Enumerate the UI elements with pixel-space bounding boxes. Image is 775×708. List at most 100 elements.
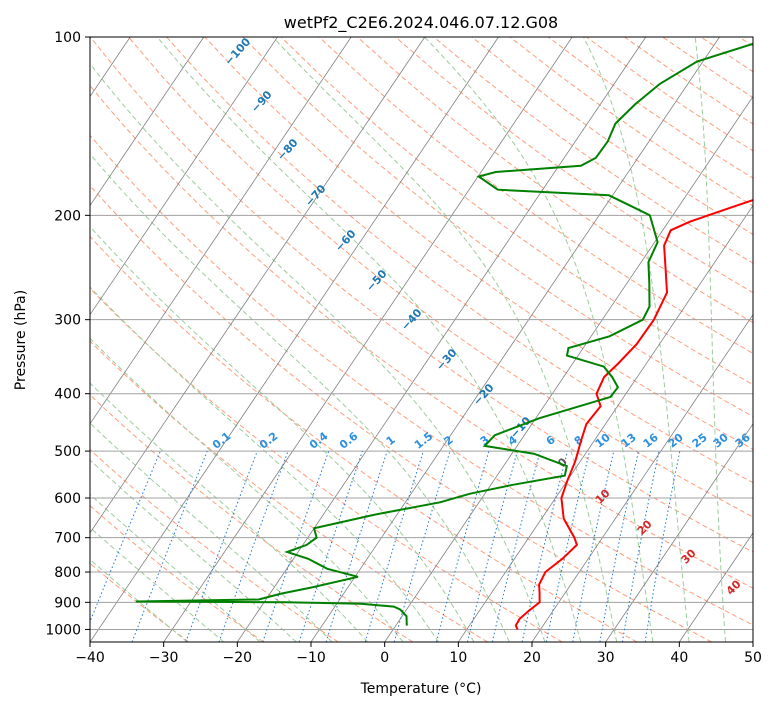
mixing-ratio-label: 10 xyxy=(593,431,613,451)
dry-adiabat-line xyxy=(90,287,563,642)
isotherm-line xyxy=(90,37,499,642)
dry-adiabat-label: −70 xyxy=(303,182,329,209)
dry-adiabat-line xyxy=(738,37,753,47)
moist-adiabat-line xyxy=(90,153,510,642)
dry-adiabat-line xyxy=(90,505,264,642)
isotherm-line xyxy=(752,641,753,642)
y-axis-label: Pressure (hPa) xyxy=(13,290,29,390)
mixing-ratio-line xyxy=(521,450,568,642)
dry-adiabat-label: −90 xyxy=(249,88,275,115)
isotherm-line xyxy=(90,37,426,534)
dry-adiabat-line xyxy=(90,562,190,642)
moist-adiabat-line xyxy=(90,422,333,642)
isotherm-line xyxy=(678,532,753,642)
dry-adiabat-line xyxy=(166,37,753,484)
moist-adiabat-line xyxy=(90,493,261,642)
dry-adiabat-line xyxy=(662,37,753,99)
dry-adiabat-label: −50 xyxy=(364,267,390,294)
dewpoint-profile-line xyxy=(135,42,753,626)
moist-adiabat-line xyxy=(90,337,404,642)
y-tick-label: 800 xyxy=(54,565,81,581)
dry-adiabat-label: −80 xyxy=(275,136,301,163)
y-tick-label: 1000 xyxy=(45,622,81,638)
mixing-ratio-label: 6 xyxy=(544,433,558,448)
mixing-ratio-line xyxy=(393,450,451,642)
mixing-ratio-line xyxy=(325,450,388,642)
chart-title: wetPf2_C2E6.2024.046.07.12.G08 xyxy=(284,13,558,33)
mixing-ratio-label: 25 xyxy=(690,431,710,451)
moist-adiabat-line xyxy=(90,286,439,642)
dry-adiabat-line xyxy=(204,37,753,450)
moist-adiabat-line xyxy=(424,37,654,642)
y-tick-label: 100 xyxy=(54,30,81,46)
mixing-ratio-line xyxy=(599,450,639,642)
moist-adiabat-line xyxy=(90,226,475,642)
moist-adiabat-line xyxy=(694,37,727,642)
dry-adiabat-line xyxy=(90,184,712,642)
moist-adiabat-line xyxy=(272,37,618,642)
y-tick-label: 700 xyxy=(54,531,81,547)
x-tick-label: 20 xyxy=(523,650,541,666)
isotherm-line xyxy=(90,37,205,207)
x-tick-label: −10 xyxy=(296,650,326,666)
y-tick-label: 500 xyxy=(54,444,81,460)
mixing-ratio-label: 30 xyxy=(711,431,731,451)
x-tick-label: 40 xyxy=(670,650,688,666)
dry-adiabat-line xyxy=(395,37,753,294)
y-tick-label: 400 xyxy=(54,387,81,403)
mixing-ratio-line xyxy=(218,450,289,642)
mixing-ratio-line xyxy=(572,450,615,642)
plot-area: 0.1 0.2 0.4 0.6 1 1.5 2 3 4 6 8 10 13 16 20 25 30 36−100−… xyxy=(90,37,753,642)
x-tick-label: −30 xyxy=(149,650,179,666)
moist-adiabat-line xyxy=(90,526,225,642)
mixing-ratio-line xyxy=(545,450,591,642)
plot-frame xyxy=(89,36,754,643)
isotherm-line xyxy=(90,37,278,316)
dry-adiabat-line xyxy=(128,37,753,518)
dry-adiabat-line xyxy=(90,340,488,642)
moist-adiabat-label: 30 xyxy=(679,546,699,566)
isotherm-line xyxy=(457,204,753,642)
dry-adiabat-line xyxy=(700,37,753,73)
moist-adiabat-label: 20 xyxy=(635,517,655,537)
isotherm-line xyxy=(310,37,720,642)
mixing-ratio-label: 36 xyxy=(733,431,753,451)
mixing-ratio-label: 0.1 xyxy=(210,429,233,451)
moist-adiabat-label: 10 xyxy=(593,486,613,506)
mixing-ratio-line xyxy=(467,450,518,642)
temperature-profile-line xyxy=(514,199,753,630)
x-tick-label: 0 xyxy=(380,650,389,666)
y-tick-label: 300 xyxy=(54,313,81,329)
y-axis: 100 200 300 400 500 600 700 800 900 1000 xyxy=(45,30,90,638)
dry-adiabat-label: −30 xyxy=(434,346,460,373)
mixing-ratio-line xyxy=(185,450,258,642)
mixing-ratio-line xyxy=(262,450,330,642)
mixing-ratio-line xyxy=(131,450,208,642)
moist-adiabat-line xyxy=(90,459,297,642)
moist-adiabat-line xyxy=(90,62,546,642)
isotherm-line xyxy=(236,37,647,642)
isotherm-line xyxy=(605,423,753,642)
mixing-ratio-line xyxy=(298,450,363,642)
x-tick-label: −20 xyxy=(223,650,253,666)
moist-adiabat-line xyxy=(90,382,369,642)
mixing-ratio-label: 0.2 xyxy=(257,429,280,451)
mixing-ratio-line xyxy=(90,450,161,624)
mixing-ratio-label: 13 xyxy=(619,431,639,451)
moist-adiabat-line xyxy=(90,558,188,642)
y-tick-label: 900 xyxy=(54,595,81,611)
isotherm-line xyxy=(384,95,753,642)
x-axis: −40 −30 −20 −10 0 10 20 30 40 50 xyxy=(75,642,762,666)
dry-adiabat-line xyxy=(90,84,753,589)
dry-adiabat-line xyxy=(90,394,414,642)
mixing-ratio-label: 20 xyxy=(666,431,686,451)
mixing-ratio-line xyxy=(435,450,490,642)
y-tick-label: 200 xyxy=(54,208,81,224)
dry-adiabat-line xyxy=(280,37,753,386)
x-tick-label: 30 xyxy=(597,650,615,666)
x-axis-label: Temperature (°C) xyxy=(360,681,482,697)
mixing-ratio-line xyxy=(491,450,541,642)
dry-adiabat-label: −20 xyxy=(471,381,497,408)
moist-adiabat-line xyxy=(583,37,690,642)
